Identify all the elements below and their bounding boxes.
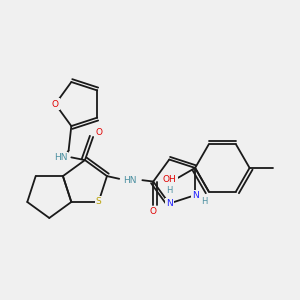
Text: O: O <box>95 128 102 137</box>
Text: OH: OH <box>163 175 176 184</box>
Text: H: H <box>201 197 207 206</box>
Text: S: S <box>96 197 101 206</box>
Text: HN: HN <box>123 176 137 185</box>
Text: O: O <box>150 207 157 216</box>
Text: N: N <box>166 199 172 208</box>
Text: HN: HN <box>54 153 67 162</box>
Text: O: O <box>52 100 59 109</box>
Text: H: H <box>167 186 173 195</box>
Text: N: N <box>192 190 199 200</box>
